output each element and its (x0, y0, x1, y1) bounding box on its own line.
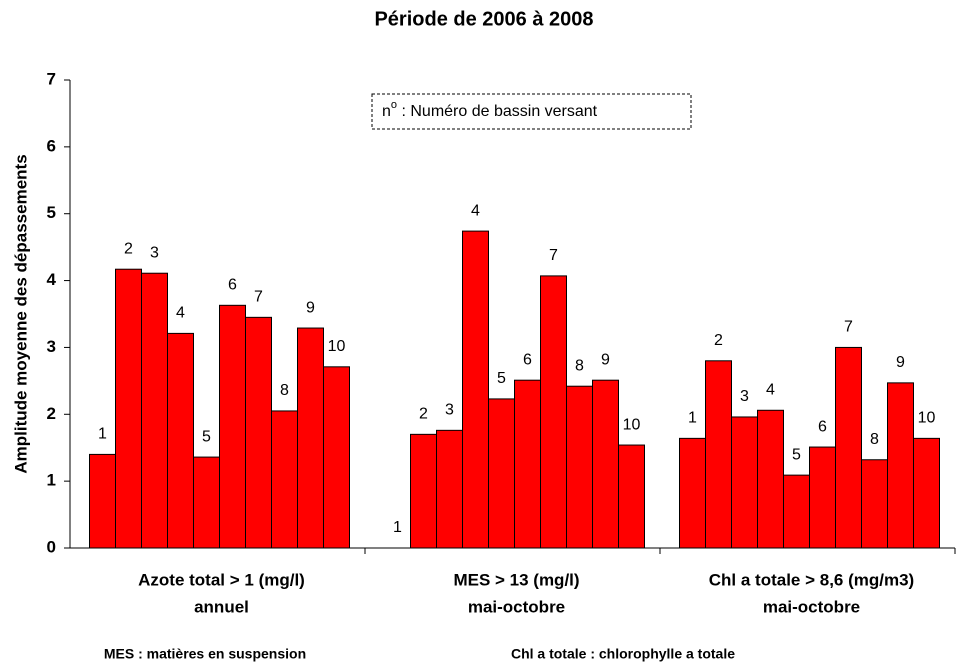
bar (271, 410, 298, 549)
bar-label: 10 (328, 338, 346, 355)
annotation-prefix: n (382, 103, 391, 120)
bar (913, 437, 940, 549)
annotation-box (371, 93, 692, 130)
bar-label: 8 (575, 357, 584, 374)
bar (141, 272, 168, 549)
bar (540, 275, 567, 549)
chart-title: Période de 2006 à 2008 (374, 8, 593, 30)
bar (436, 429, 463, 549)
bar (488, 398, 515, 549)
x-tick-label: mai-octobre (763, 597, 860, 616)
bar (410, 433, 437, 549)
x-tick-label: Azote total > 1 (mg/l) (138, 570, 305, 589)
bar-label: 10 (918, 410, 936, 427)
x-tick-label: MES > 13 (mg/l) (453, 570, 579, 589)
y-tick-label: 0 (47, 537, 56, 556)
y-tick-label: 2 (47, 404, 56, 423)
bar-label: 10 (623, 416, 641, 433)
bar (462, 230, 489, 549)
bar-label: 8 (870, 431, 879, 448)
y-tick-label: 5 (47, 203, 56, 222)
bar-label: 9 (306, 299, 315, 316)
bar (167, 332, 194, 549)
bar-label: 2 (714, 332, 723, 349)
bar-label: 7 (254, 289, 263, 306)
bar (245, 316, 272, 549)
bar (193, 456, 220, 549)
y-tick-label: 4 (47, 270, 57, 289)
x-tick-label: annuel (194, 597, 249, 616)
bar (679, 437, 706, 549)
bar-label: 1 (98, 426, 107, 443)
bar-label: 3 (740, 388, 749, 405)
annotation: no : Numéro de bassin versant (382, 99, 598, 120)
bar-label: 5 (202, 428, 211, 445)
y-tick-label: 3 (47, 337, 56, 356)
bar-label: 7 (549, 247, 558, 264)
bar (887, 382, 914, 549)
bar-label: 6 (523, 351, 532, 368)
bar (514, 379, 541, 549)
bar-label: 8 (280, 382, 289, 399)
bar (731, 416, 758, 549)
bar (861, 459, 888, 549)
y-axis-label: Amplitude moyenne des dépassements (11, 154, 30, 473)
bar (809, 446, 836, 549)
bar-label: 6 (228, 277, 237, 294)
bar-label: 9 (896, 354, 905, 371)
bar (297, 327, 324, 549)
x-tick-label: mai-octobre (468, 597, 565, 616)
bar-label: 5 (792, 446, 801, 463)
bar (757, 409, 784, 549)
bar-label: 7 (844, 319, 853, 336)
y-tick-label: 1 (47, 471, 56, 490)
bar (592, 379, 619, 549)
bar-label: 2 (124, 240, 133, 257)
bar-label: 4 (766, 381, 775, 398)
bar-label: 6 (818, 418, 827, 435)
bar (219, 304, 246, 549)
bar (705, 360, 732, 549)
footnote: MES : matières en suspension (104, 646, 306, 662)
bar (566, 385, 593, 549)
bar-label: 2 (419, 406, 428, 423)
bar-label: 1 (393, 519, 402, 536)
bar (89, 453, 116, 549)
bar-label: 4 (176, 305, 185, 322)
bar (115, 268, 142, 549)
annotation-text: : Numéro de bassin versant (397, 103, 598, 120)
y-tick-label: 6 (47, 136, 56, 155)
bar-label: 3 (445, 402, 454, 419)
bar-label: 4 (471, 202, 480, 219)
annotation-sup: o (391, 99, 397, 111)
bar-label: 5 (497, 370, 506, 387)
bar-label: 9 (601, 351, 610, 368)
bar-label: 1 (688, 410, 697, 427)
x-tick-label: Chl a totale > 8,6 (mg/m3) (709, 570, 914, 589)
y-tick-label: 7 (47, 69, 56, 88)
footnote: Chl a totale : chlorophylle a totale (511, 646, 735, 662)
bar (618, 444, 645, 549)
bar (783, 474, 810, 549)
bar-label: 3 (150, 244, 159, 261)
bar (835, 346, 862, 549)
bar (323, 366, 350, 549)
